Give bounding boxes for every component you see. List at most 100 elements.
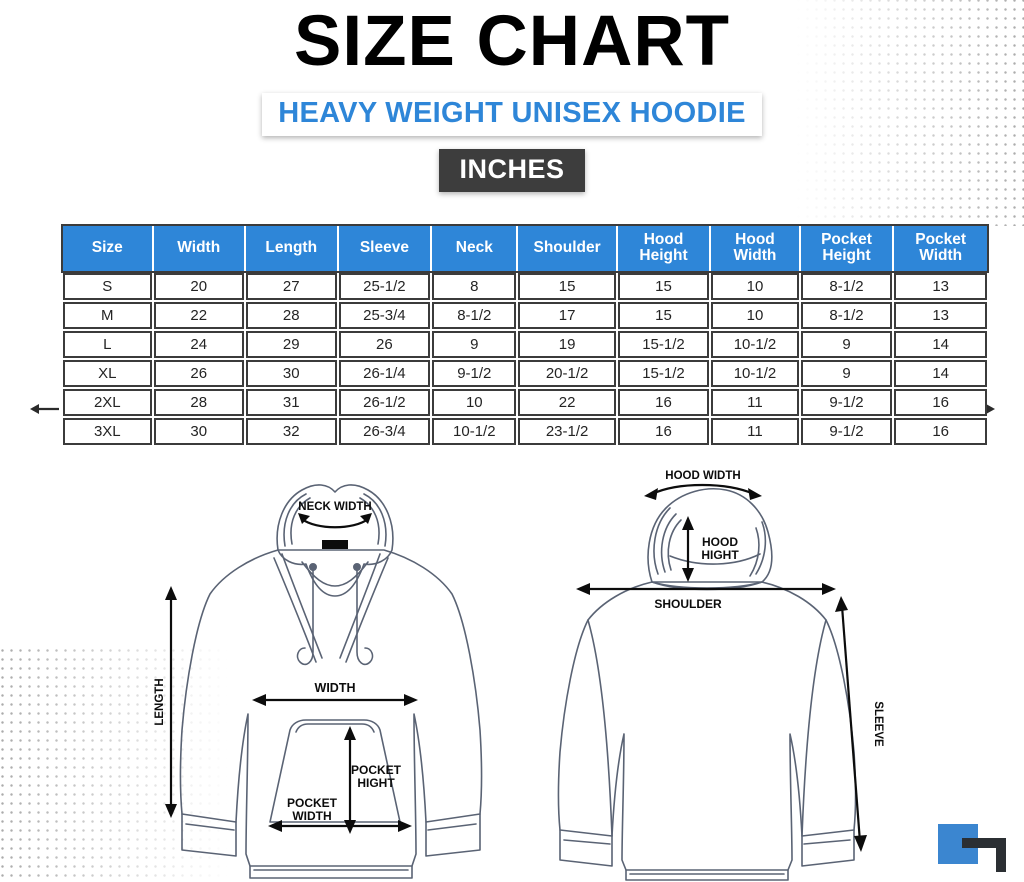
- cell-sleeve: 25-1/2: [338, 273, 431, 301]
- hood-width-dimension: HOOD WIDTH: [644, 470, 762, 500]
- cell-width: 30: [153, 418, 244, 446]
- cell-width: 24: [153, 331, 244, 359]
- size-chart-table-container: Size Width Length Sleeve Neck Shoulder H…: [61, 223, 989, 447]
- logo-dark-bracket: [962, 838, 1006, 872]
- cell-size: XL: [63, 360, 152, 388]
- cell-length: 31: [245, 389, 337, 417]
- pocket-height-dimension: POCKET HIGHT: [344, 726, 402, 834]
- cell-shoulder: 17: [518, 302, 616, 330]
- column-header-pocket-width: Pocket Width: [894, 226, 987, 272]
- cell-pocket-width: 14: [894, 331, 987, 359]
- cell-pocket-width: 14: [894, 360, 987, 388]
- cell-sleeve: 26-1/2: [338, 389, 431, 417]
- column-header-hood-height: Hood Height: [617, 226, 710, 272]
- cell-sleeve: 25-3/4: [338, 302, 431, 330]
- cell-pocket-width: 13: [894, 273, 987, 301]
- label-hood-height-line1: HOOD: [702, 535, 738, 549]
- label-hood-height-line2: HIGHT: [701, 548, 739, 562]
- cell-hood-width: 10-1/2: [711, 360, 799, 388]
- label-hood-width: HOOD WIDTH: [665, 470, 740, 482]
- cell-hood-width: 10-1/2: [711, 331, 799, 359]
- table-row: XL 26 30 26-1/4 9-1/2 20-1/2 15-1/2 10-1/2 9 14: [63, 360, 987, 388]
- pocket-width-dimension: POCKET WIDTH: [268, 796, 412, 832]
- cell-hood-height: 15-1/2: [617, 360, 710, 388]
- cell-sleeve: 26: [338, 331, 431, 359]
- subtitle-box: HEAVY WEIGHT UNISEX HOODIE: [262, 93, 762, 136]
- cell-pocket-height: 9-1/2: [800, 389, 893, 417]
- cell-pocket-height: 9: [800, 331, 893, 359]
- cell-pocket-width: 13: [894, 302, 987, 330]
- hoodie-back-view: HOOD WIDTH HOOD HIGHT SHOULDER: [557, 470, 884, 881]
- cell-size: S: [63, 273, 152, 301]
- cell-hood-height: 16: [617, 389, 710, 417]
- cell-length: 32: [245, 418, 337, 446]
- table-row: 3XL 30 32 26-3/4 10-1/2 23-1/2 16 11 9-1/2 16: [63, 418, 987, 446]
- cell-hood-width: 10: [711, 302, 799, 330]
- cell-width: 28: [153, 389, 244, 417]
- cell-hood-width: 11: [711, 418, 799, 446]
- cell-shoulder: 20-1/2: [518, 360, 616, 388]
- label-width: WIDTH: [315, 681, 356, 695]
- label-pocket-height-line1: POCKET: [351, 763, 402, 777]
- neck-width-dimension: NECK WIDTH: [298, 501, 372, 529]
- column-header-shoulder: Shoulder: [518, 226, 616, 272]
- cell-hood-height: 15: [617, 273, 710, 301]
- column-header-width: Width: [153, 226, 244, 272]
- label-pocket-width-line1: POCKET: [287, 796, 338, 810]
- cell-hood-height: 16: [617, 418, 710, 446]
- cell-pocket-height: 9: [800, 360, 893, 388]
- subtitle-text: HEAVY WEIGHT UNISEX HOODIE: [278, 97, 746, 129]
- table-row: S 20 27 25-1/2 8 15 15 10 8-1/2 13: [63, 273, 987, 301]
- length-dimension: LENGTH: [154, 586, 177, 818]
- brand-logo: [938, 824, 1006, 872]
- cell-shoulder: 19: [518, 331, 616, 359]
- cell-width: 26: [153, 360, 244, 388]
- cell-neck: 10-1/2: [432, 418, 517, 446]
- hoodie-illustrations: NECK WIDTH LENGTH WIDTH POCKE: [0, 462, 1024, 882]
- label-sleeve: SLEEVE: [872, 701, 884, 747]
- label-pocket-height-line2: HIGHT: [357, 776, 395, 790]
- width-dimension: WIDTH: [252, 681, 418, 706]
- page-title: SIZE CHART: [294, 2, 730, 81]
- cell-width: 22: [153, 302, 244, 330]
- cell-length: 29: [245, 331, 337, 359]
- cell-pocket-height: 8-1/2: [800, 302, 893, 330]
- cell-size: M: [63, 302, 152, 330]
- cell-neck: 9-1/2: [432, 360, 517, 388]
- cell-size: 3XL: [63, 418, 152, 446]
- cell-shoulder: 23-1/2: [518, 418, 616, 446]
- table-body: S 20 27 25-1/2 8 15 15 10 8-1/2 13 M 22 28 25-3/4 8-1/…: [63, 273, 987, 446]
- table-row: M 22 28 25-3/4 8-1/2 17 15 10 8-1/2 13: [63, 302, 987, 330]
- label-neck-width: NECK WIDTH: [298, 501, 371, 513]
- cell-shoulder: 22: [518, 389, 616, 417]
- cell-neck: 8-1/2: [432, 302, 517, 330]
- table-header: Size Width Length Sleeve Neck Shoulder H…: [61, 223, 989, 274]
- label-shoulder: SHOULDER: [654, 597, 722, 611]
- column-header-pocket-height: Pocket Height: [800, 226, 893, 272]
- cell-length: 28: [245, 302, 337, 330]
- cell-length: 27: [245, 273, 337, 301]
- unit-badge: INCHES: [439, 148, 585, 192]
- table-width-arrow-left: [30, 404, 59, 414]
- cell-length: 30: [245, 360, 337, 388]
- cell-pocket-width: 16: [894, 418, 987, 446]
- hoodie-neck-label-tag: [322, 540, 348, 549]
- cell-sleeve: 26-3/4: [338, 418, 431, 446]
- label-length: LENGTH: [154, 678, 166, 725]
- cell-pocket-height: 9-1/2: [800, 418, 893, 446]
- cell-hood-height: 15-1/2: [617, 331, 710, 359]
- label-pocket-width-line2: WIDTH: [292, 809, 331, 823]
- cell-sleeve: 26-1/4: [338, 360, 431, 388]
- column-header-neck: Neck: [432, 226, 517, 272]
- cell-hood-width: 10: [711, 273, 799, 301]
- hood-height-dimension: HOOD HIGHT: [682, 516, 739, 582]
- column-header-hood-width: Hood Width: [711, 226, 799, 272]
- cell-size: L: [63, 331, 152, 359]
- header: SIZE CHART HEAVY WEIGHT UNISEX HOODIE IN…: [0, 0, 1024, 192]
- cell-neck: 9: [432, 331, 517, 359]
- cell-neck: 8: [432, 273, 517, 301]
- shoulder-dimension: SHOULDER: [576, 583, 836, 611]
- table-row: 2XL 28 31 26-1/2 10 22 16 11 9-1/2 16: [63, 389, 987, 417]
- column-header-length: Length: [245, 226, 337, 272]
- table-row: L 24 29 26 9 19 15-1/2 10-1/2 9 14: [63, 331, 987, 359]
